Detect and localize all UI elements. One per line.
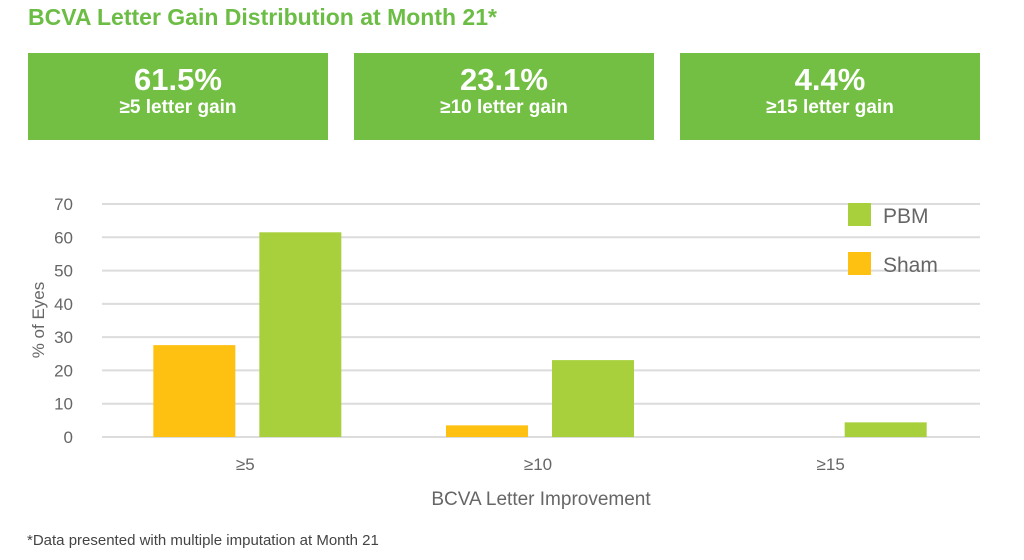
legend-label-sham: Sham xyxy=(883,254,938,277)
bar-pbm xyxy=(844,422,927,437)
y-tick-label: 0 xyxy=(64,428,73,447)
y-tick-label: 20 xyxy=(54,361,73,380)
stat-value: 4.4% xyxy=(794,62,866,97)
y-axis-label: % of Eyes xyxy=(29,282,48,359)
legend-label-pbm: PBM xyxy=(883,205,929,228)
stat-label: ≥5 letter gain xyxy=(119,97,237,118)
stat-label: ≥10 letter gain xyxy=(440,97,568,118)
stat-label: ≥15 letter gain xyxy=(766,97,894,118)
bar-sham xyxy=(153,345,236,437)
y-tick-label: 50 xyxy=(54,262,73,281)
y-tick-label: 40 xyxy=(54,295,73,314)
x-axis-label: BCVA Letter Improvement xyxy=(431,489,651,510)
stat-card-10: 23.1% ≥10 letter gain xyxy=(354,53,654,140)
legend-swatch-sham xyxy=(848,252,871,275)
x-tick-label: ≥10 xyxy=(524,455,552,474)
stat-card-5: 61.5% ≥5 letter gain xyxy=(28,53,328,140)
y-tick-label: 30 xyxy=(54,328,73,347)
bar-pbm xyxy=(259,232,342,437)
footnote: *Data presented with multiple imputation… xyxy=(27,532,379,549)
stat-value: 61.5% xyxy=(134,62,222,97)
legend-swatch-pbm xyxy=(848,203,871,226)
y-tick-label: 70 xyxy=(54,195,73,214)
bar-pbm xyxy=(552,360,634,437)
chart-title: BCVA Letter Gain Distribution at Month 2… xyxy=(28,4,497,30)
stat-card-15: 4.4% ≥15 letter gain xyxy=(680,53,980,140)
y-tick-label: 60 xyxy=(54,228,73,247)
x-tick-label: ≥15 xyxy=(817,455,845,474)
y-tick-label: 10 xyxy=(54,395,73,414)
stat-value: 23.1% xyxy=(460,62,548,97)
x-tick-label: ≥5 xyxy=(236,455,255,474)
bar-sham xyxy=(446,425,528,437)
